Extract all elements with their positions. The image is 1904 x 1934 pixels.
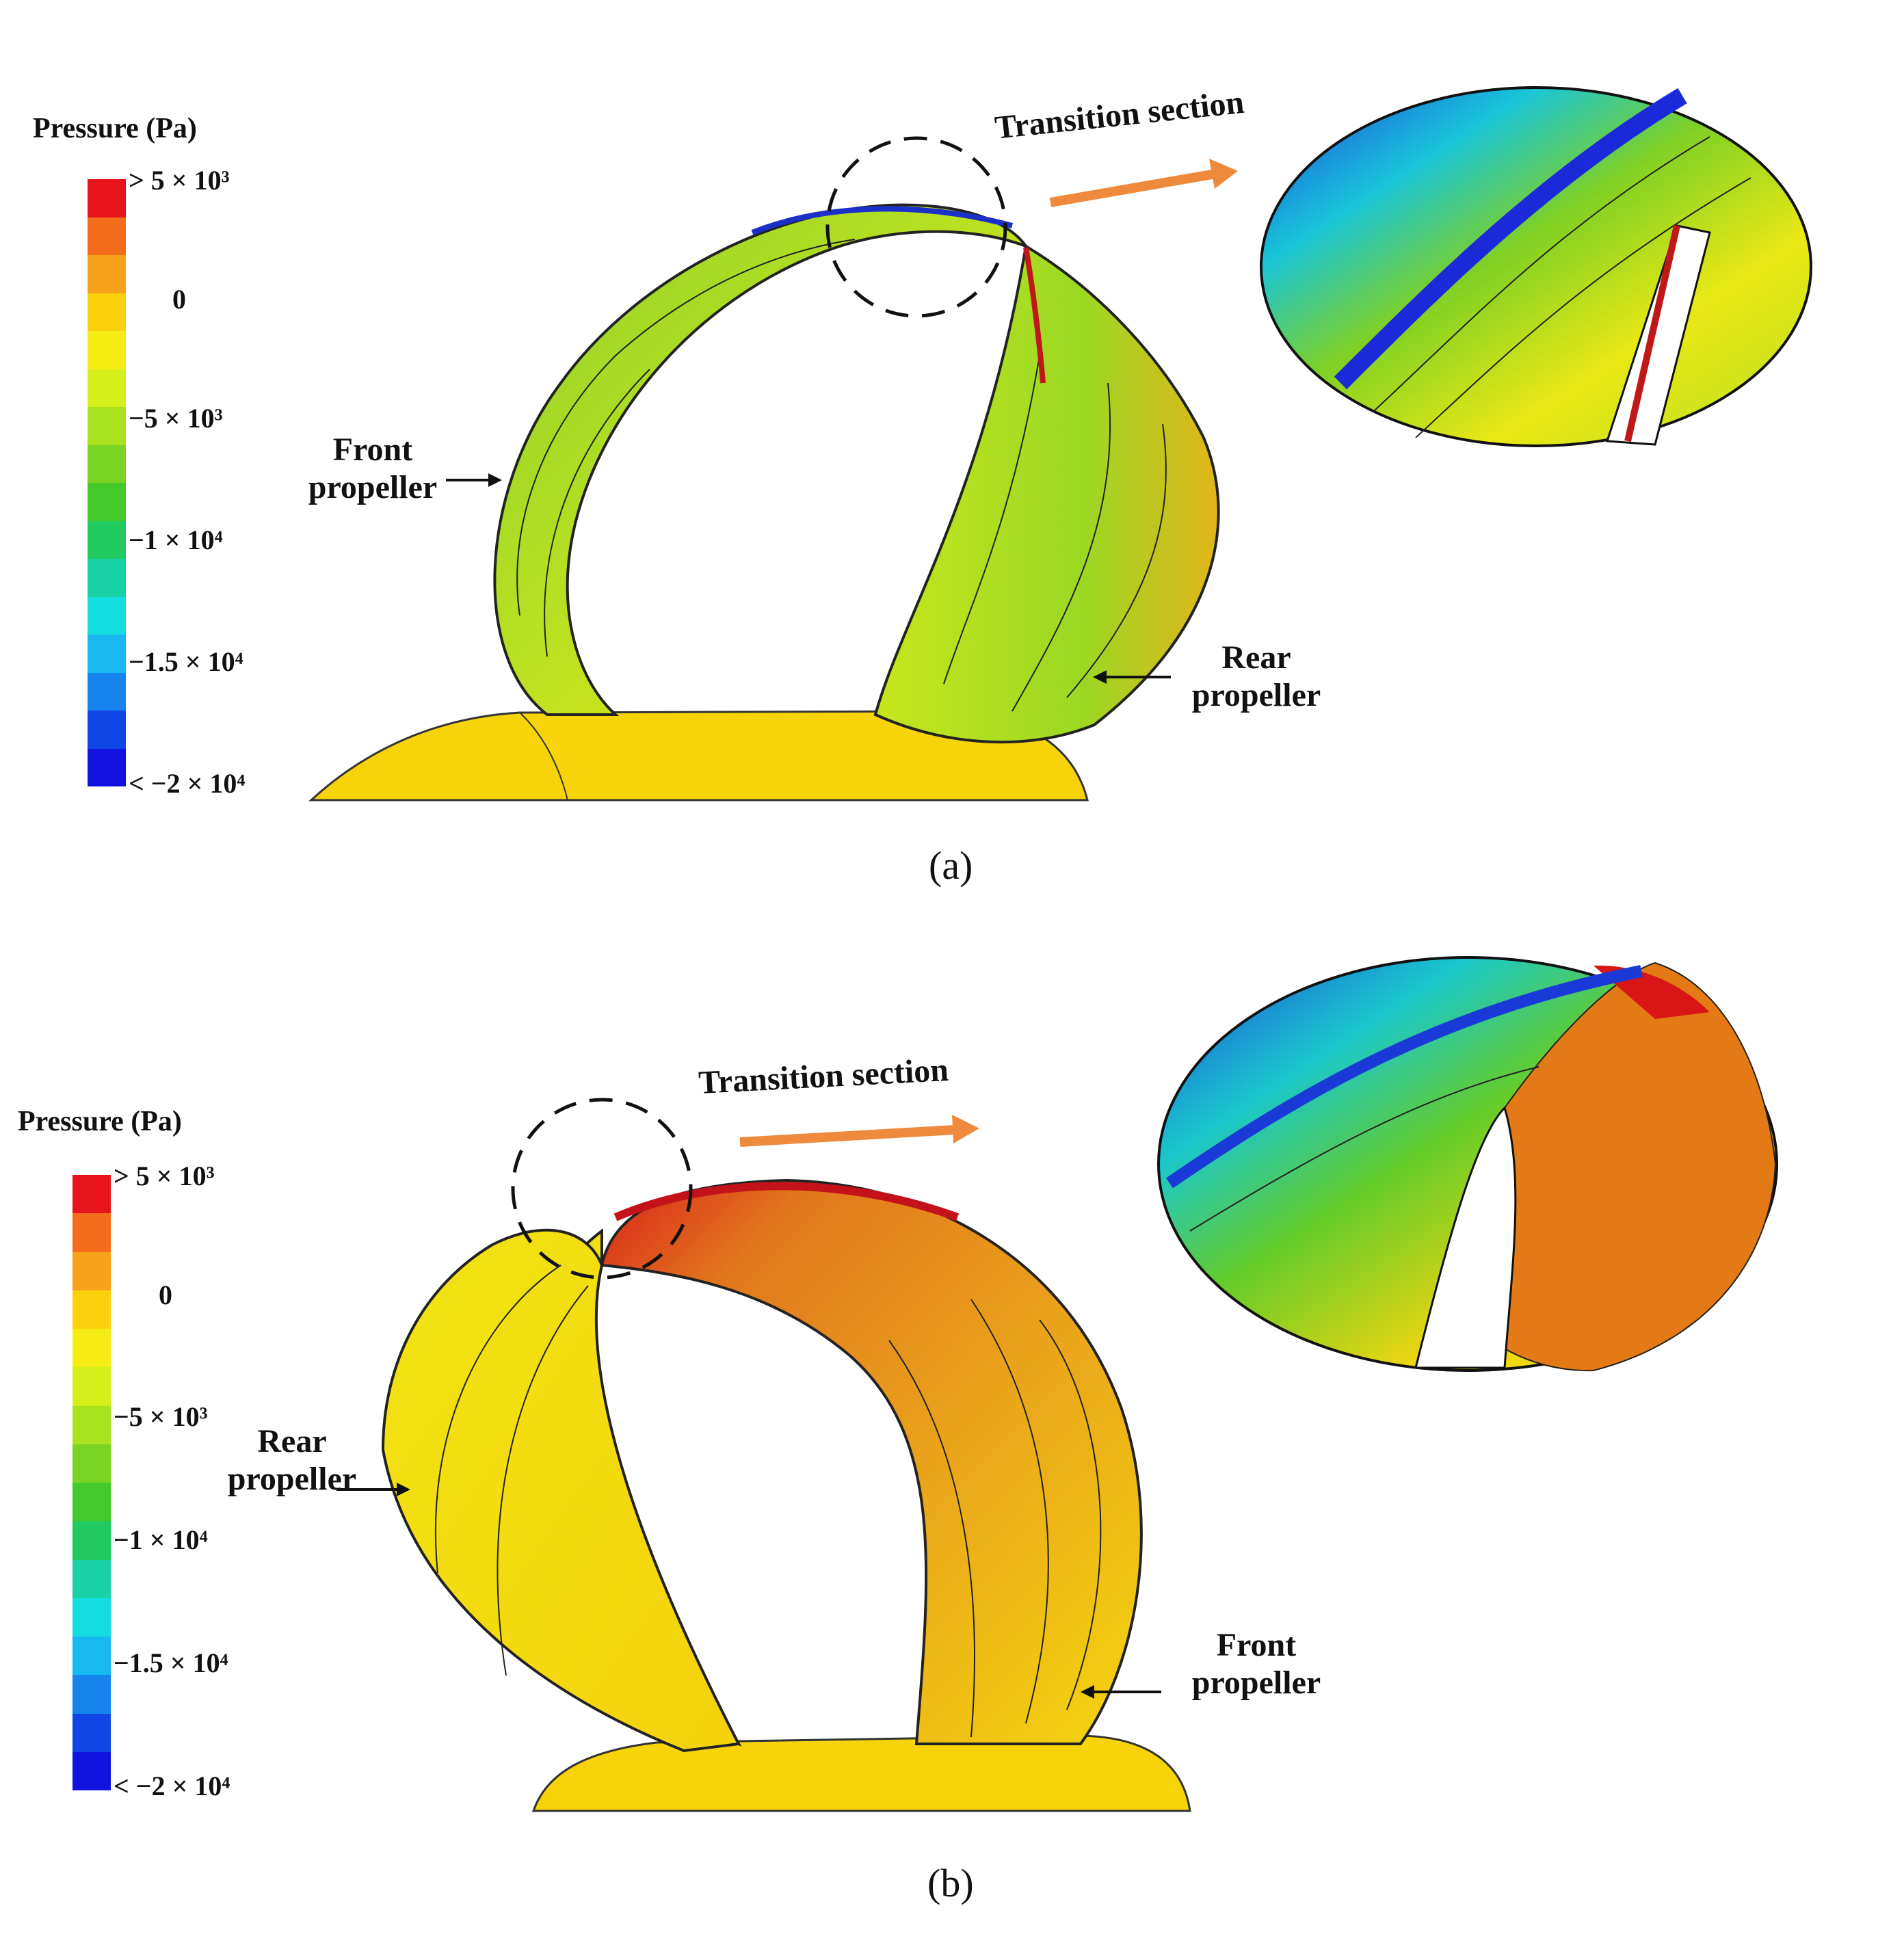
colorbar-tick-label: −1 × 10⁴ bbox=[114, 1524, 208, 1555]
colorbar-segment bbox=[72, 1751, 111, 1790]
rear-propeller-label: Rear propeller bbox=[227, 1423, 357, 1498]
colorbar bbox=[72, 1175, 111, 1790]
zoom-view-b bbox=[1157, 956, 1778, 1372]
colorbar-tick-label: −5 × 10³ bbox=[129, 403, 223, 434]
colorbar-segment bbox=[88, 369, 126, 407]
front-propeller-label: Front propeller bbox=[1191, 1627, 1321, 1701]
zoom-gap bbox=[1414, 1106, 1517, 1369]
colorbar-segment bbox=[72, 1175, 111, 1214]
zoom-view-a bbox=[1260, 86, 1812, 447]
caption-a: (a) bbox=[929, 843, 973, 888]
colorbar-segment bbox=[88, 672, 126, 711]
colorbar-segment bbox=[72, 1483, 111, 1522]
colorbar-segment bbox=[88, 596, 126, 635]
colorbar-segment bbox=[88, 520, 126, 559]
transition-section-marker bbox=[511, 1098, 693, 1280]
colorbar-segment bbox=[88, 711, 126, 749]
colorbar-segment bbox=[88, 483, 126, 521]
colorbar-tick-label: > 5 × 10³ bbox=[114, 1161, 215, 1191]
colorbar-segment bbox=[88, 179, 126, 217]
propeller-render-a bbox=[308, 86, 1812, 802]
colorbar bbox=[88, 179, 126, 786]
hub bbox=[531, 1734, 1191, 1812]
colorbar-title: Pressure (Pa) bbox=[33, 113, 197, 144]
colorbar-tick-label: > 5 × 10³ bbox=[129, 165, 230, 196]
colorbar-segment bbox=[72, 1675, 111, 1714]
orange-arrow bbox=[1049, 169, 1217, 207]
front-propeller-label: Front propeller bbox=[308, 432, 438, 506]
colorbar-tick-label: < −2 × 10⁴ bbox=[114, 1771, 230, 1801]
rear-propeller-label: Rear propeller bbox=[1191, 639, 1321, 714]
caption-b: (b) bbox=[927, 1861, 974, 1905]
colorbar-segment bbox=[72, 1213, 111, 1252]
colorbar-tick-label: −1.5 × 10⁴ bbox=[114, 1647, 228, 1678]
colorbar-tick-label: −5 × 10³ bbox=[114, 1401, 208, 1432]
colorbar-title: Pressure (Pa) bbox=[18, 1106, 182, 1137]
colorbar-segment bbox=[72, 1559, 111, 1598]
colorbar-tick-label: 0 bbox=[172, 284, 186, 315]
colorbar-segment bbox=[72, 1444, 111, 1483]
colorbar-segment bbox=[72, 1521, 111, 1560]
colorbar-segment bbox=[72, 1405, 111, 1444]
colorbar-segment bbox=[88, 217, 126, 255]
orange-arrow bbox=[739, 1125, 957, 1147]
colorbar-segment bbox=[88, 293, 126, 331]
colorbar-segment bbox=[88, 407, 126, 445]
rear-propeller-blade bbox=[873, 243, 1220, 744]
colorbar-tick-label: −1.5 × 10⁴ bbox=[129, 646, 243, 677]
front-propeller-blade bbox=[493, 203, 1030, 716]
colorbar-segment bbox=[88, 748, 126, 786]
colorbar-segment bbox=[72, 1713, 111, 1752]
colorbar-segment bbox=[88, 559, 126, 597]
colorbar-tick-label: < −2 × 10⁴ bbox=[129, 768, 246, 799]
colorbar-segment bbox=[72, 1367, 111, 1406]
colorbar-segment bbox=[88, 331, 126, 369]
colorbar-tick-label: 0 bbox=[159, 1280, 172, 1310]
colorbar-segment bbox=[72, 1251, 111, 1290]
transition-section-marker bbox=[825, 136, 1007, 318]
zoom-gap bbox=[1605, 224, 1711, 446]
colorbar-segment bbox=[72, 1290, 111, 1329]
colorbar-segment bbox=[72, 1598, 111, 1637]
colorbar-segment bbox=[72, 1637, 111, 1675]
front-propeller-blade bbox=[600, 1178, 1143, 1745]
colorbar-tick-label: −1 × 10⁴ bbox=[129, 525, 223, 555]
colorbar-segment bbox=[88, 445, 126, 483]
colorbar-segment bbox=[72, 1329, 111, 1368]
colorbar-segment bbox=[88, 255, 126, 293]
colorbar-segment bbox=[88, 635, 126, 673]
